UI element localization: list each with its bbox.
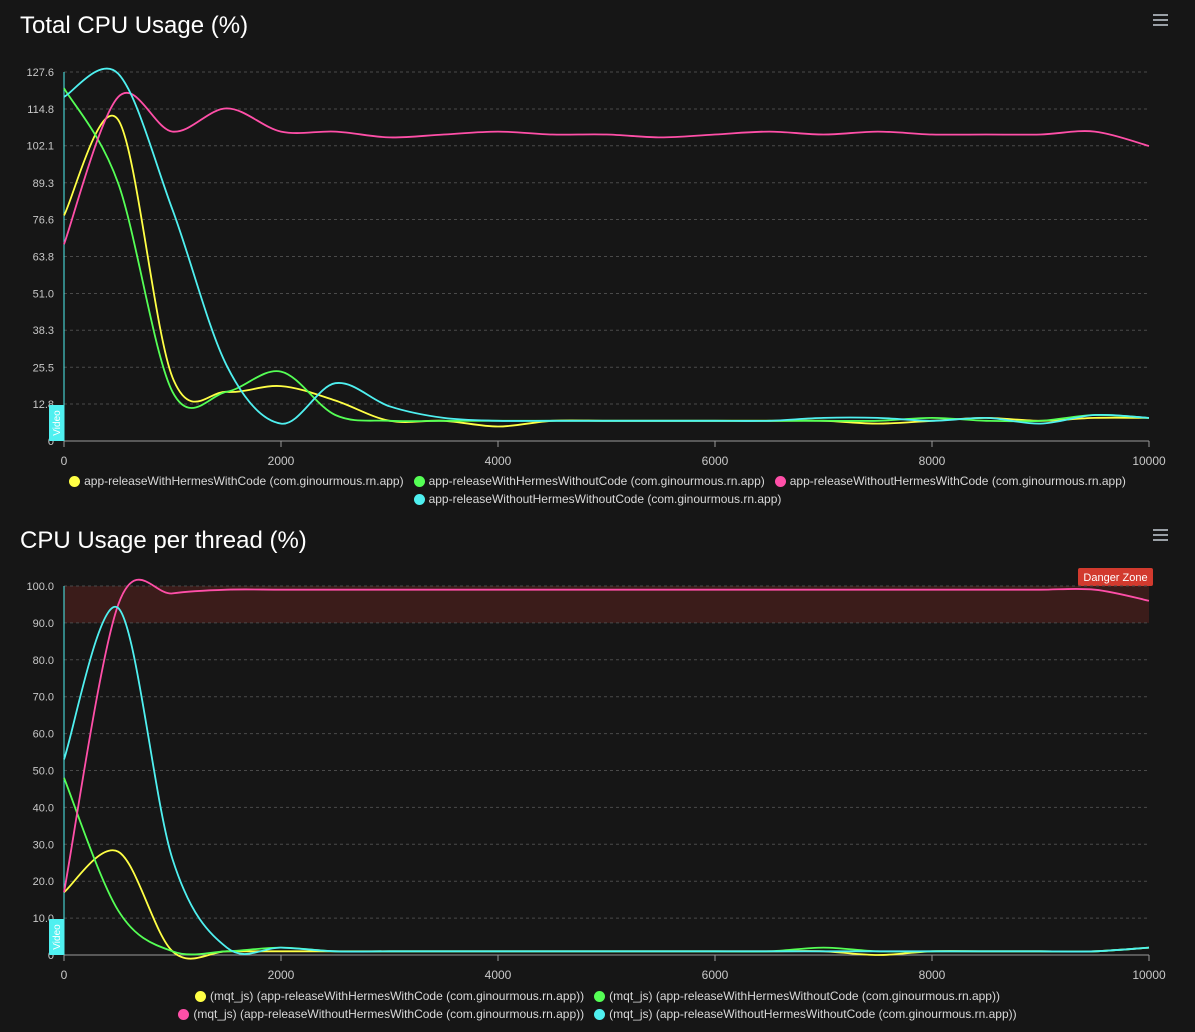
- video-marker-label: Video: [52, 924, 63, 950]
- y-tick-label: 12.8: [33, 399, 54, 411]
- legend-item[interactable]: (mqt_js) (app-releaseWithoutHermesWithou…: [594, 1005, 1017, 1023]
- y-tick-label: 30.0: [33, 839, 54, 851]
- video-marker-tag[interactable]: [49, 405, 64, 441]
- y-tick-label: 40.0: [33, 802, 54, 814]
- danger-zone-badge: [1078, 568, 1153, 586]
- y-tick-label: 70.0: [33, 692, 54, 704]
- y-tick-label: 51.0: [33, 289, 54, 301]
- y-tick-label: 80.0: [33, 655, 54, 667]
- legend-row: (mqt_js) (app-releaseWithoutHermesWithCo…: [0, 1005, 1195, 1023]
- chart-legend: (mqt_js) (app-releaseWithHermesWithCode …: [0, 987, 1195, 1023]
- y-tick-label: 114.8: [27, 104, 54, 116]
- legend-marker-icon: [594, 990, 606, 1002]
- y-tick-label: 10.0: [33, 913, 54, 925]
- legend-item[interactable]: (mqt_js) (app-releaseWithHermesWithCode …: [195, 987, 584, 1005]
- legend-label: app-releaseWithoutHermesWithoutCode (com…: [428, 492, 782, 506]
- y-tick-label: 50.0: [33, 766, 54, 778]
- legend-marker-icon: [69, 475, 81, 487]
- x-tick-label: 2000: [268, 454, 295, 468]
- x-tick-label: 8000: [919, 968, 946, 982]
- x-tick-label: 4000: [485, 454, 512, 468]
- x-tick-label: 2000: [268, 968, 295, 982]
- y-tick-label: 89.3: [33, 178, 54, 190]
- y-tick-label: 25.5: [33, 362, 54, 374]
- chart-plot: Danger Zone 0 10.0 20.0 30.0 40.0 50.0 60.0 70.0…: [26, 568, 1166, 982]
- chart-plot: 0 12.8 25.5 38.3 51.0 63.8 76.6 89.3 102.1 114.8 1…: [26, 67, 1166, 468]
- y-tick-label: 0: [48, 436, 54, 448]
- series-line[interactable]: [63, 777, 1150, 956]
- legend-marker-icon: [195, 990, 207, 1002]
- series-line[interactable]: [63, 849, 1150, 960]
- legend-marker-icon: [178, 1008, 190, 1020]
- legend-label: app-releaseWithHermesWithCode (com.ginou…: [84, 474, 404, 488]
- danger-zone-label: Danger Zone: [1083, 572, 1147, 584]
- cpu-per-thread-chart: CPU Usage per thread (%) Danger Zone 0 10.…: [0, 515, 1195, 1032]
- x-tick-label: 10000: [1132, 968, 1166, 982]
- legend-item[interactable]: app-releaseWithHermesWithCode (com.ginou…: [69, 472, 404, 490]
- y-tick-label: 100.0: [26, 581, 54, 593]
- hamburger-menu-icon[interactable]: [1153, 14, 1168, 26]
- y-tick-label: 20.0: [33, 876, 54, 888]
- legend-row: app-releaseWithoutHermesWithoutCode (com…: [0, 490, 1195, 508]
- series-line[interactable]: [63, 605, 1150, 955]
- series-line[interactable]: [63, 115, 1150, 428]
- x-tick-label: 0: [61, 968, 68, 982]
- legend-marker-icon: [594, 1008, 606, 1020]
- legend-label: (mqt_js) (app-releaseWithoutHermesWithou…: [609, 1007, 1017, 1021]
- y-tick-label: 90.0: [33, 618, 54, 630]
- legend-marker-icon: [774, 475, 786, 487]
- x-tick-label: 8000: [919, 454, 946, 468]
- chart-title: CPU Usage per thread (%): [20, 527, 307, 554]
- x-tick-label: 6000: [702, 454, 729, 468]
- video-marker-tag[interactable]: [49, 919, 64, 955]
- y-tick-label: 76.6: [33, 214, 54, 226]
- legend-label: app-releaseWithoutHermesWithCode (com.gi…: [789, 474, 1126, 488]
- y-tick-label: 102.1: [26, 141, 54, 153]
- chart-title: Total CPU Usage (%): [20, 12, 249, 39]
- legend-row: app-releaseWithHermesWithCode (com.ginou…: [0, 472, 1195, 490]
- legend-item[interactable]: app-releaseWithoutHermesWithCode (com.gi…: [774, 472, 1126, 490]
- y-tick-label: 127.6: [26, 67, 54, 79]
- legend-item[interactable]: (mqt_js) (app-releaseWithHermesWithoutCo…: [594, 987, 1000, 1005]
- legend-marker-icon: [413, 475, 425, 487]
- video-marker-label: Video: [52, 410, 63, 436]
- series-line[interactable]: [63, 67, 1150, 425]
- total-cpu-chart: Total CPU Usage (%) 0 12.8 25.5 38.3 51.0 63.…: [0, 0, 1195, 515]
- danger-zone-band: [64, 586, 1149, 623]
- series-line[interactable]: [63, 87, 1150, 423]
- legend-item[interactable]: (mqt_js) (app-releaseWithoutHermesWithCo…: [178, 1005, 584, 1023]
- y-tick-label: 0: [48, 950, 54, 962]
- legend-marker-icon: [413, 493, 425, 505]
- y-tick-label: 60.0: [33, 729, 54, 741]
- legend-label: (mqt_js) (app-releaseWithHermesWithoutCo…: [609, 989, 1000, 1003]
- legend-item[interactable]: app-releaseWithoutHermesWithoutCode (com…: [413, 490, 782, 508]
- legend-label: (mqt_js) (app-releaseWithHermesWithCode …: [210, 989, 585, 1003]
- y-tick-label: 63.8: [33, 252, 54, 264]
- legend-item[interactable]: app-releaseWithHermesWithoutCode (com.gi…: [413, 472, 765, 490]
- legend-label: app-releaseWithHermesWithoutCode (com.gi…: [428, 474, 765, 488]
- x-tick-label: 10000: [1132, 454, 1166, 468]
- chart-legend: app-releaseWithHermesWithCode (com.ginou…: [0, 472, 1195, 508]
- x-tick-label: 6000: [702, 968, 729, 982]
- x-tick-label: 4000: [485, 968, 512, 982]
- hamburger-menu-icon[interactable]: [1153, 529, 1168, 541]
- legend-label: (mqt_js) (app-releaseWithoutHermesWithCo…: [193, 1007, 585, 1021]
- y-tick-label: 38.3: [33, 325, 54, 337]
- series-line[interactable]: [63, 92, 1150, 245]
- legend-row: (mqt_js) (app-releaseWithHermesWithCode …: [0, 987, 1195, 1005]
- series-line[interactable]: [63, 578, 1150, 893]
- x-tick-label: 0: [61, 454, 68, 468]
